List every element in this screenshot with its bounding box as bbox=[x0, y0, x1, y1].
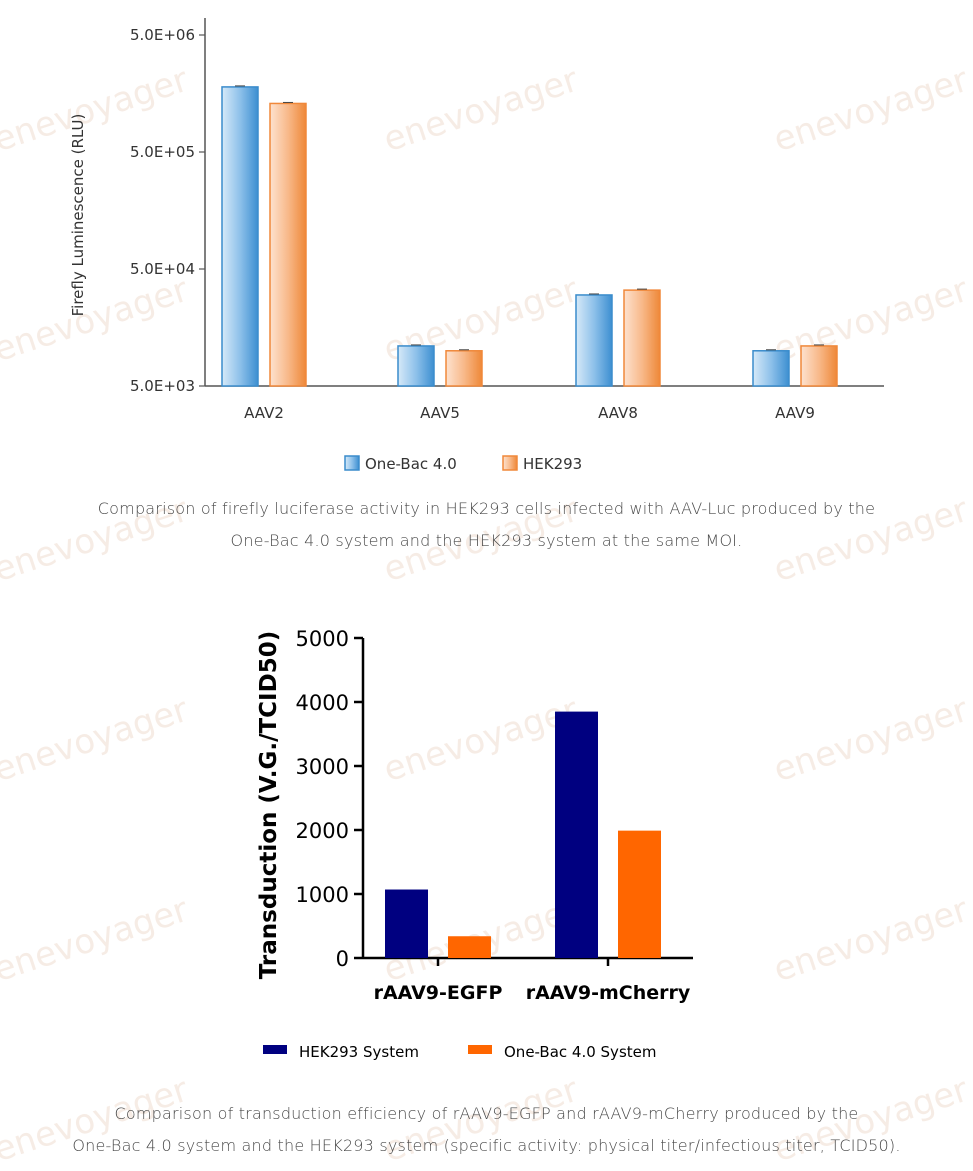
watermark: enevoyager bbox=[0, 689, 193, 791]
legend-label: One-Bac 4.0 System bbox=[504, 1043, 656, 1061]
bar-one-bac-4-0-system bbox=[618, 830, 661, 958]
legend-label: HEK293 bbox=[523, 455, 582, 473]
y-axis-label: Firefly Luminescence (RLU) bbox=[69, 114, 87, 317]
caption-line: Comparison of firefly luciferase activit… bbox=[97, 499, 876, 518]
bar-hek293 bbox=[445, 350, 483, 387]
legend-swatch bbox=[502, 455, 518, 471]
legend-label: HEK293 System bbox=[299, 1043, 419, 1061]
watermark: enevoyager bbox=[768, 889, 973, 991]
x-tick-label: AAV9 bbox=[775, 404, 815, 422]
luciferase-bar-chart: 5.0E+03 5.0E+04 5.0E+05 5.0E+06 Firefly Lumi… bbox=[69, 18, 884, 473]
watermark: enevoyager bbox=[0, 889, 193, 991]
bar-hek293 bbox=[269, 102, 307, 387]
y-axis-label: Transduction (V.G./TCID50) bbox=[256, 631, 282, 979]
y-tick-label: 1000 bbox=[296, 883, 349, 907]
bar-hek293-system bbox=[385, 889, 428, 958]
y-tick-label: 5.0E+03 bbox=[130, 377, 195, 395]
x-tick-label: rAAV9-EGFP bbox=[374, 982, 503, 1004]
y-tick-label: 5.0E+04 bbox=[130, 260, 195, 278]
watermark: enevoyager bbox=[378, 889, 583, 991]
bar-hek293-system bbox=[555, 711, 598, 958]
y-tick-label: 3000 bbox=[296, 755, 349, 779]
caption-line: One-Bac 4.0 system and the HEK293 system… bbox=[72, 1136, 901, 1155]
bar-one-bac-4-0 bbox=[752, 350, 790, 387]
x-tick-label: AAV2 bbox=[244, 404, 284, 422]
caption-line: One-Bac 4.0 system and the HEK293 system… bbox=[230, 531, 743, 550]
y-tick-label: 2000 bbox=[296, 819, 349, 843]
bar-one-bac-4-0 bbox=[397, 345, 435, 387]
x-tick-label: AAV8 bbox=[598, 404, 638, 422]
y-tick-label: 4000 bbox=[296, 691, 349, 715]
bar-hek293 bbox=[623, 289, 661, 387]
bar-one-bac-4-0 bbox=[221, 86, 259, 387]
y-tick-label: 5.0E+06 bbox=[130, 26, 195, 44]
bar-hek293 bbox=[800, 345, 838, 387]
x-tick-label: rAAV9-mCherry bbox=[526, 982, 691, 1004]
bar-one-bac-4-0-system bbox=[448, 936, 491, 958]
legend-swatch bbox=[344, 455, 360, 471]
y-tick-label: 0 bbox=[336, 947, 349, 971]
caption-line: Comparison of transduction efficiency of… bbox=[114, 1104, 859, 1123]
watermark: enevoyager bbox=[378, 689, 583, 791]
legend-swatch bbox=[263, 1045, 287, 1054]
legend-swatch bbox=[468, 1045, 492, 1054]
watermark: enevoyager bbox=[768, 689, 973, 791]
x-tick-label: AAV5 bbox=[420, 404, 460, 422]
chart2-caption: Comparison of transduction efficiency of… bbox=[0, 1098, 973, 1162]
y-tick-label: 5000 bbox=[296, 627, 349, 651]
bar-one-bac-4-0 bbox=[575, 294, 613, 387]
chart1-caption: Comparison of firefly luciferase activit… bbox=[0, 493, 973, 557]
legend-label: One-Bac 4.0 bbox=[365, 455, 457, 473]
y-tick-label: 5.0E+05 bbox=[130, 143, 195, 161]
